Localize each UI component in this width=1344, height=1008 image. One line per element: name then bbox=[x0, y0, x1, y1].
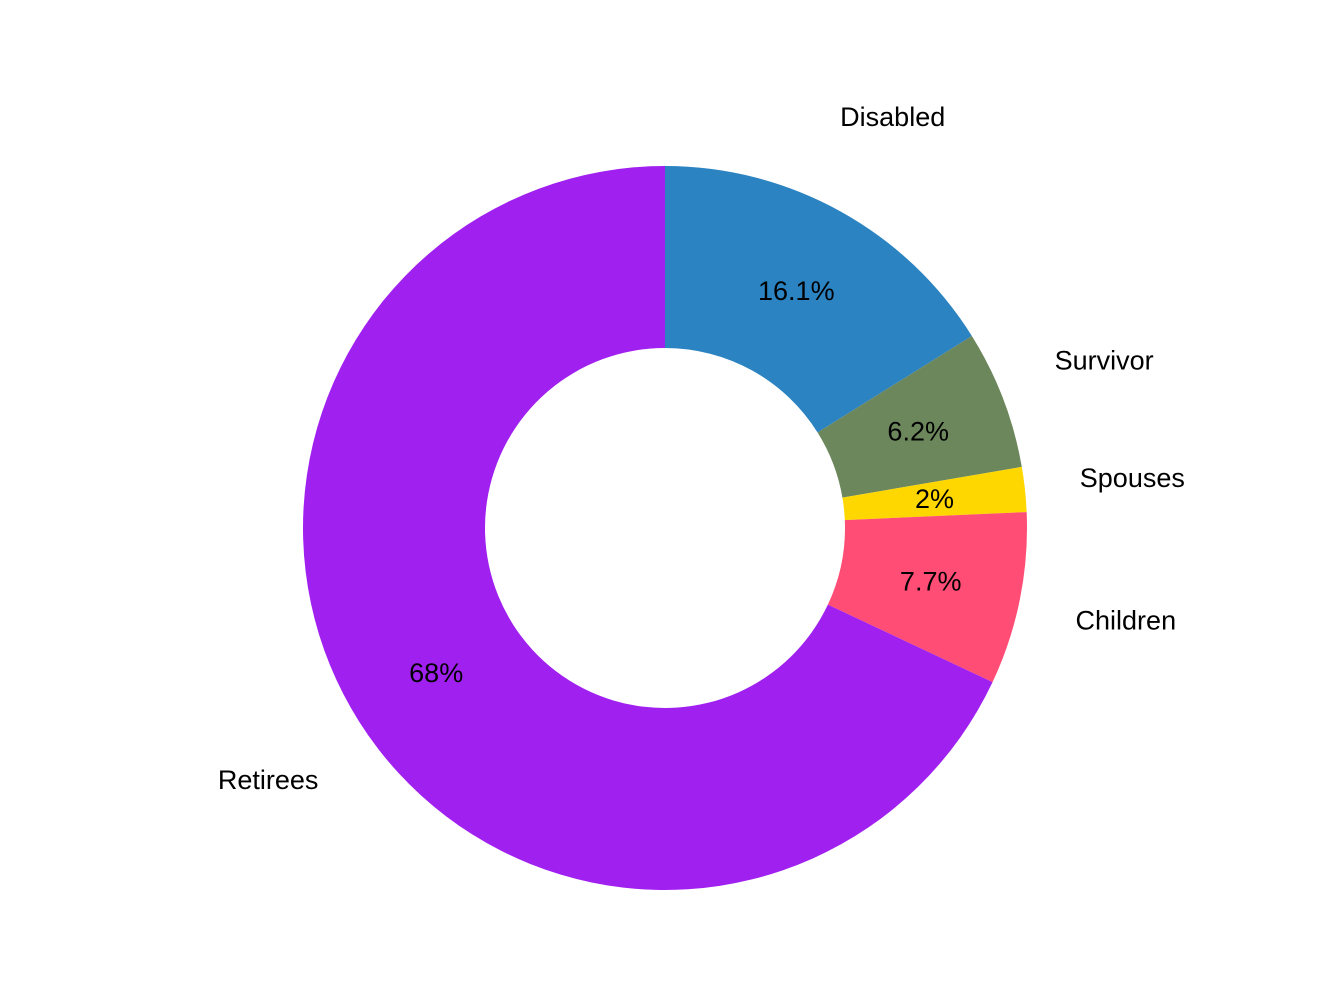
percent-label-disabled: 16.1% bbox=[758, 276, 835, 306]
percent-label-children: 7.7% bbox=[900, 566, 962, 596]
category-label-spouses: Spouses bbox=[1080, 463, 1185, 493]
slice-children bbox=[827, 512, 1027, 683]
slices bbox=[303, 166, 1027, 890]
slice-disabled bbox=[665, 166, 972, 433]
percent-label-survivor: 6.2% bbox=[887, 416, 949, 446]
category-label-retirees: Retirees bbox=[218, 765, 319, 795]
slice-survivor bbox=[817, 335, 1022, 498]
percent-label-retirees: 68% bbox=[409, 658, 463, 688]
category-labels: Disabled Survivor Spouses Children Retirees bbox=[218, 102, 1185, 795]
slice-retirees bbox=[303, 166, 993, 890]
category-label-disabled: Disabled bbox=[840, 102, 945, 132]
slice-spouses bbox=[842, 466, 1027, 521]
category-label-children: Children bbox=[1076, 605, 1177, 635]
percent-labels: 16.1% 6.2% 2% 7.7% 68% bbox=[409, 276, 961, 688]
percent-label-spouses: 2% bbox=[915, 484, 954, 514]
category-label-survivor: Survivor bbox=[1055, 345, 1154, 375]
